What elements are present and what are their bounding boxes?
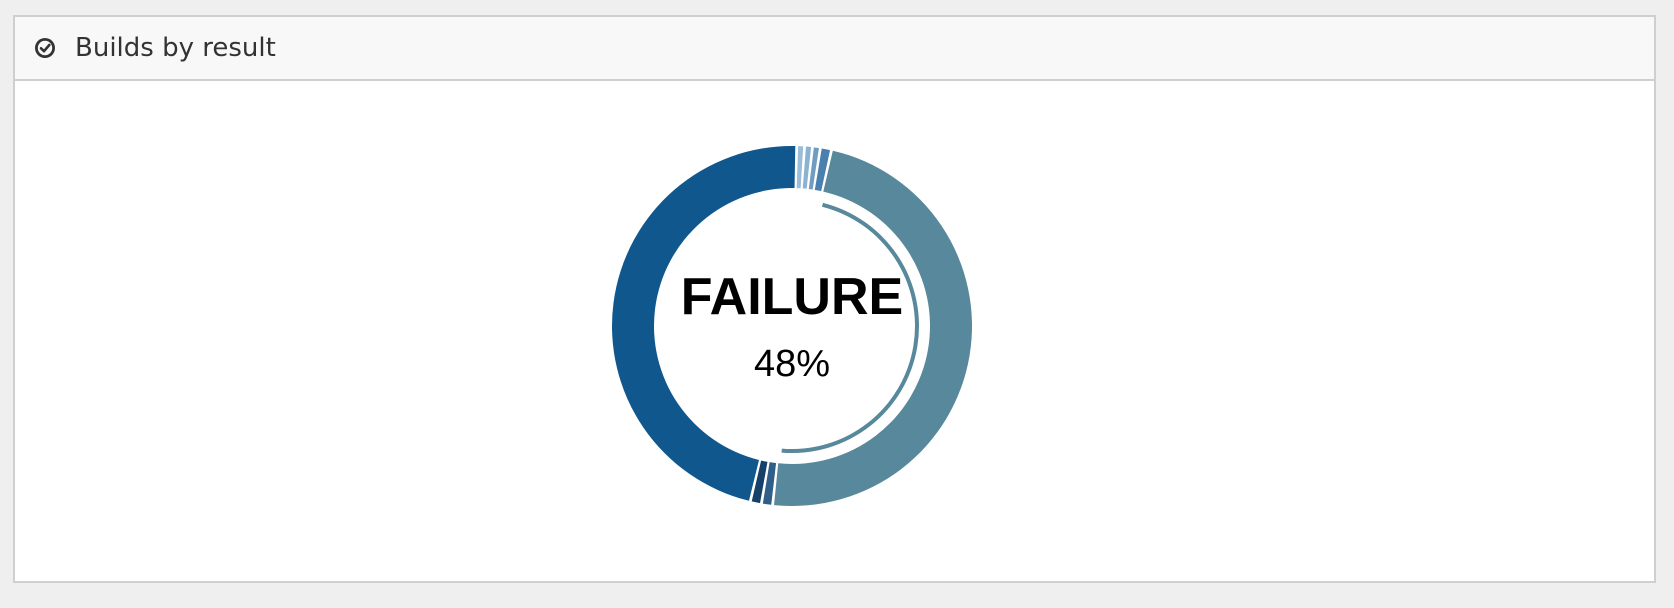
donut-slice-0[interactable] [796, 146, 804, 189]
donut-slice-7[interactable] [612, 145, 796, 501]
chart-area: FAILURE 48% [15, 81, 1654, 581]
donut-slice-failure[interactable] [774, 150, 972, 507]
center-value: 48% [754, 343, 830, 385]
builds-by-result-panel: Builds by result FAILURE 48% [13, 15, 1656, 583]
donut-chart: FAILURE 48% [612, 145, 972, 507]
panel-header: Builds by result [15, 17, 1654, 81]
panel-title: Builds by result [75, 33, 276, 63]
donut-slice-3[interactable] [814, 148, 831, 192]
check-circle-icon [33, 36, 57, 60]
donut-slice-5[interactable] [762, 462, 777, 505]
donut-slice-6[interactable] [751, 460, 768, 504]
center-label: FAILURE [681, 268, 903, 326]
donut-slice-1[interactable] [802, 146, 812, 189]
donut-slice-2[interactable] [808, 147, 819, 190]
